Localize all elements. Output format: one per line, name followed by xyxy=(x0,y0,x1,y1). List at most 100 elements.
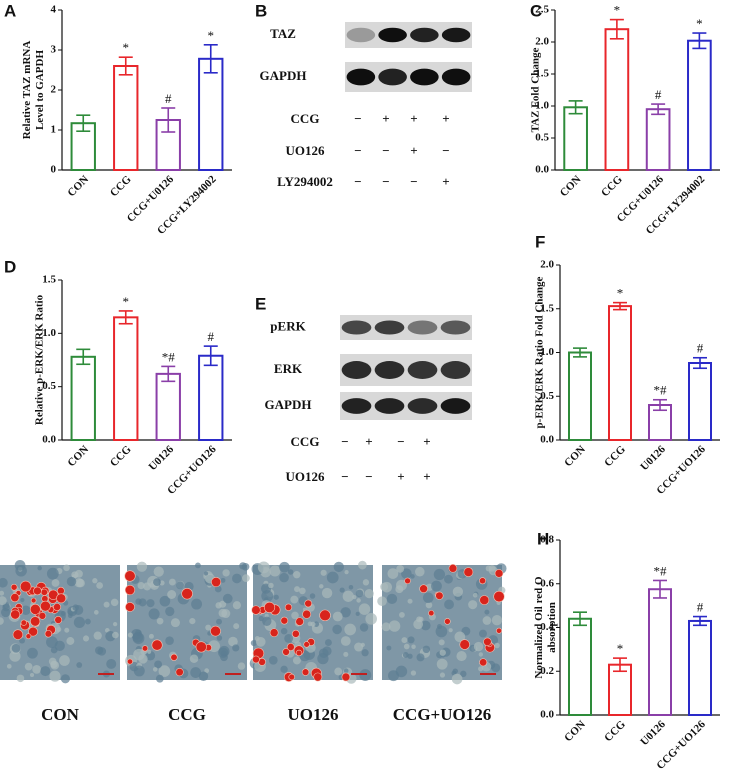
error-bar xyxy=(118,310,133,325)
cell-texture xyxy=(66,576,77,587)
bar xyxy=(198,57,224,171)
lipid-droplet xyxy=(124,584,136,596)
error-bar xyxy=(573,347,587,358)
lipid-droplet xyxy=(435,591,444,600)
x-tick-label: CON xyxy=(65,443,91,469)
cell-texture xyxy=(165,606,175,617)
cell-texture xyxy=(362,579,370,586)
cell-texture xyxy=(153,566,164,577)
error-bar xyxy=(76,348,91,366)
cell-texture xyxy=(46,567,59,580)
cell-texture xyxy=(410,670,417,676)
cell-texture xyxy=(215,602,222,609)
significance-label: # xyxy=(655,87,662,102)
bar xyxy=(604,28,630,172)
cell-texture xyxy=(60,674,70,684)
image-caption: CCG xyxy=(168,705,206,724)
lipid-droplet xyxy=(291,629,300,638)
cell-texture xyxy=(112,622,118,627)
cell-texture xyxy=(355,589,364,598)
cell-texture xyxy=(204,668,210,674)
cell-texture xyxy=(438,639,445,646)
cell-texture xyxy=(11,643,21,653)
blot-band xyxy=(410,27,439,43)
image-caption: UO126 xyxy=(288,705,339,724)
error-bar xyxy=(613,301,627,311)
cell-texture xyxy=(444,599,454,610)
blot-band xyxy=(374,361,405,379)
cell-texture xyxy=(360,642,365,648)
x-tick-label: CON xyxy=(562,718,588,744)
cell-texture xyxy=(333,561,344,573)
cell-texture xyxy=(27,647,38,659)
y-axis-label: Normalized Oil red O xyxy=(533,576,545,679)
cell-texture xyxy=(444,574,453,584)
cell-texture xyxy=(324,639,332,647)
cell-texture xyxy=(352,595,357,600)
cell-texture xyxy=(284,634,294,643)
cell-texture xyxy=(344,569,349,575)
significance-label: * xyxy=(208,28,215,43)
lipid-droplet xyxy=(494,569,504,578)
blot-band xyxy=(378,27,407,43)
cell-texture xyxy=(420,620,431,631)
blot-band xyxy=(440,361,471,379)
cell-texture xyxy=(269,565,281,577)
cell-texture xyxy=(280,665,288,673)
cell-texture xyxy=(6,663,12,669)
blot-label: ERK xyxy=(274,361,303,376)
cell-texture xyxy=(478,652,484,657)
cell-texture xyxy=(431,580,442,592)
cell-texture xyxy=(127,632,133,638)
lipid-droplet xyxy=(29,603,41,615)
cell-texture xyxy=(106,658,117,669)
cell-texture xyxy=(425,601,433,609)
cell-texture xyxy=(358,603,371,615)
lipid-droplet xyxy=(53,603,62,611)
lipid-droplet xyxy=(25,633,32,640)
cell-texture xyxy=(268,655,278,665)
cell-texture xyxy=(67,613,73,619)
cell-texture xyxy=(156,617,164,625)
cell-texture xyxy=(377,596,387,607)
y-tick-label: 4 xyxy=(51,4,57,16)
cell-texture xyxy=(220,650,227,657)
cell-texture xyxy=(388,670,399,682)
y-tick-label: 0.0 xyxy=(535,164,549,176)
cell-texture xyxy=(148,608,160,620)
cell-texture xyxy=(66,637,75,645)
lipid-droplet xyxy=(459,639,470,650)
blot-band xyxy=(410,68,439,86)
cell-texture xyxy=(133,665,145,677)
lipid-droplet xyxy=(419,584,428,594)
y-tick-label: 0.8 xyxy=(540,534,554,546)
cell-texture xyxy=(21,605,31,616)
lipid-droplet xyxy=(124,570,136,582)
cell-texture xyxy=(112,631,119,639)
cell-texture xyxy=(439,649,446,656)
lipid-droplet xyxy=(38,611,47,620)
y-tick-label: 2.5 xyxy=(535,4,549,16)
condition-sign: − xyxy=(410,174,417,189)
cell-texture xyxy=(436,658,448,670)
lipid-droplet xyxy=(54,616,63,624)
y-tick-label: 1.5 xyxy=(540,302,554,314)
y-tick-label: 1.0 xyxy=(42,327,56,339)
bar xyxy=(648,588,672,716)
cell-texture xyxy=(364,589,374,599)
cell-texture xyxy=(358,560,367,570)
condition-sign: + xyxy=(382,111,389,126)
cell-texture xyxy=(396,564,405,573)
y-tick-label: 2.0 xyxy=(535,36,549,48)
lipid-droplet xyxy=(479,658,488,667)
cell-texture xyxy=(232,573,242,584)
lipid-droplet xyxy=(10,593,20,603)
cell-texture xyxy=(326,571,339,584)
condition-sign: − xyxy=(341,469,348,484)
cell-texture xyxy=(165,636,174,645)
error-bar xyxy=(651,103,666,116)
lipid-droplet xyxy=(56,593,67,604)
cell-texture xyxy=(50,660,58,669)
y-tick-label: 0.6 xyxy=(540,577,554,589)
cell-texture xyxy=(468,600,478,610)
